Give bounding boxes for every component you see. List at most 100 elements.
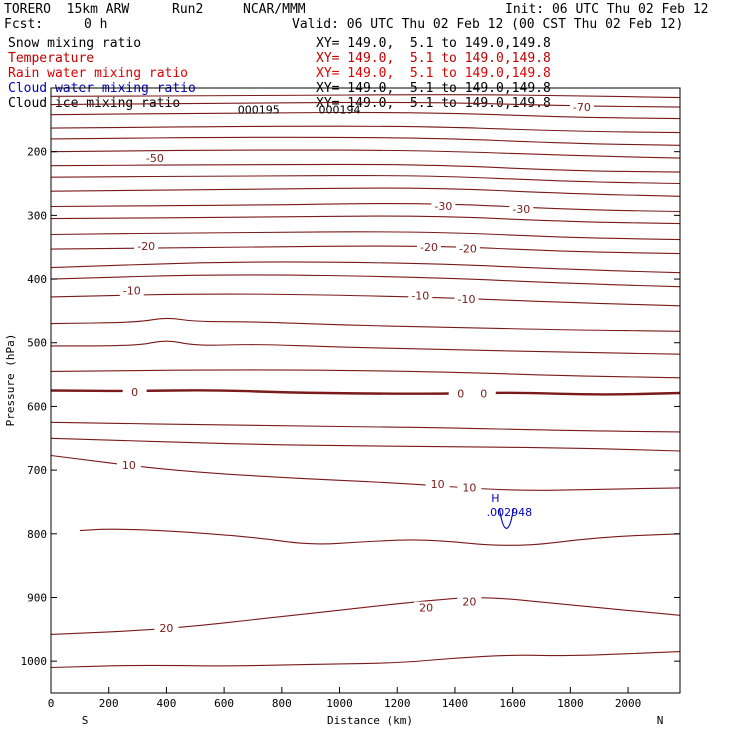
contour-label: 20 [419, 602, 433, 615]
right-end-label: N [657, 714, 664, 727]
contour-label: -10 [458, 293, 476, 306]
contour-line-t-60 [50, 125, 681, 134]
contour-label: 20 [462, 595, 476, 608]
contour-label: 0 [480, 388, 487, 401]
contour-line-t20 [50, 651, 681, 669]
plot-frame [50, 87, 681, 694]
y-tick-label: 800 [27, 528, 47, 541]
contour-label-bg [471, 387, 496, 400]
x-tick-label: 400 [156, 697, 176, 710]
y-axis-title: Pressure (hPa) [4, 334, 17, 427]
contour-label-bg [431, 199, 456, 212]
contour-label: -20 [420, 241, 438, 254]
contour-label-bg [569, 101, 594, 114]
contour-line-t-15 [50, 261, 681, 274]
contour-line-t15 [79, 528, 681, 546]
contour-label: -20 [459, 242, 477, 255]
contour-label: 0 [131, 386, 138, 399]
y-tick-label: 400 [27, 273, 47, 286]
annotation-label: 000195 [238, 103, 280, 116]
contour-line-t-20a [50, 231, 681, 241]
contour-label-bg [457, 481, 482, 494]
legend-xy-rain: XY= 149.0, 5.1 to 149.0,149.8 [316, 66, 551, 81]
legend-xy-snow: XY= 149.0, 5.1 to 149.0,149.8 [316, 36, 551, 51]
contour-label: -30 [434, 200, 452, 213]
contour-label-bg [457, 595, 482, 608]
fcst-label: Fcst: [4, 17, 44, 32]
fcst-value: 0 h [84, 17, 108, 32]
cloud-water-max-value: .002948 [487, 506, 533, 519]
contour-line-t-35 [50, 187, 681, 197]
cloud-water-contour [498, 508, 515, 529]
contour-line-t-50 [50, 149, 681, 159]
legend-name-cloud-ice: Cloud ice mixing ratio [8, 96, 181, 111]
contour-label: -70 [573, 101, 591, 114]
x-tick-label: 2000 [615, 697, 642, 710]
contour-line-t-70 [50, 101, 681, 108]
y-tick-label: 300 [27, 209, 47, 222]
y-tick-label: 1000 [21, 655, 48, 668]
contour-label: 10 [462, 481, 476, 494]
contour-label-bg [154, 622, 179, 635]
x-tick-label: 1200 [384, 697, 411, 710]
contour-line-t-20 [50, 245, 681, 255]
contour-line-t-40 [50, 175, 681, 185]
x-tick-label: 0 [48, 697, 55, 710]
contour-line-t-3 [51, 340, 681, 355]
contour-label: -10 [123, 285, 141, 298]
contour-label: -30 [512, 203, 530, 216]
contour-label-bg [455, 242, 480, 255]
left-end-label: S [82, 714, 89, 727]
contour-line-t-10a [50, 274, 681, 288]
contour-label: -50 [146, 152, 164, 165]
contour-line-t-10 [50, 293, 681, 307]
y-tick-label: 700 [27, 464, 47, 477]
x-tick-label: 200 [99, 697, 119, 710]
contour-label: 20 [159, 622, 173, 635]
contour-label-bg [448, 387, 473, 400]
contour-label-bg [142, 152, 167, 165]
model-label: TORERO 15km ARW [4, 2, 130, 17]
y-tick-label: 600 [27, 400, 47, 413]
y-tick-label: 500 [27, 337, 47, 350]
contour-label-bg [414, 601, 439, 614]
legend-xy-cloud-ice: XY= 149.0, 5.1 to 149.0,149.8 [316, 96, 551, 111]
cloud-water-max-marker: H [491, 492, 499, 505]
contour-label-bg [122, 385, 147, 398]
contour-line-t-45 [50, 163, 681, 173]
contour-label-bg [408, 289, 433, 302]
legend-name-temperature: Temperature [8, 51, 95, 66]
contour-line-t-30 [50, 203, 681, 213]
contour-label: 0 [457, 388, 464, 401]
axes: 0 200 400 600 800 1000 1200 1400 1600 1800 2000200… [21, 146, 680, 710]
x-tick-label: 1600 [499, 697, 526, 710]
y-tick-label: 900 [27, 591, 47, 604]
legend-name-rain: Rain water mixing ratio [8, 66, 189, 81]
contour-line-t-5 [50, 317, 681, 332]
x-tick-label: 1000 [326, 697, 353, 710]
cloud-water-feature: H.002948 [487, 492, 533, 529]
y-tick-label: 200 [27, 146, 47, 159]
contour-label-bg [416, 241, 441, 254]
contour-label: -20 [137, 240, 155, 253]
annotations: 000195 000194 [238, 103, 361, 116]
contour-label-bg [425, 478, 450, 491]
contour-line-t8 [50, 437, 681, 452]
contour-line-t18 [50, 597, 681, 635]
contour-line-t-65 [50, 111, 681, 120]
x-tick-label: 1400 [442, 697, 469, 710]
contour-label-bg [119, 284, 144, 297]
org-label: NCAR/MMM [243, 2, 306, 17]
init-label: Init: 06 UTC Thu 02 Feb 12 [505, 2, 709, 17]
contour-label: 10 [122, 459, 136, 472]
contour-line-t10 [50, 454, 681, 491]
contour-line-t-25 [50, 215, 681, 225]
run-label: Run2 [172, 2, 204, 17]
valid-label: Valid: 06 UTC Thu 02 Feb 12 (00 CST Thu … [292, 17, 684, 32]
contour-line-t5 [50, 421, 681, 433]
annotation-label: 000194 [319, 103, 361, 116]
x-axis-title: Distance (km) [327, 714, 413, 727]
contour-label: -10 [411, 290, 429, 303]
contour-label-bg [454, 292, 479, 305]
